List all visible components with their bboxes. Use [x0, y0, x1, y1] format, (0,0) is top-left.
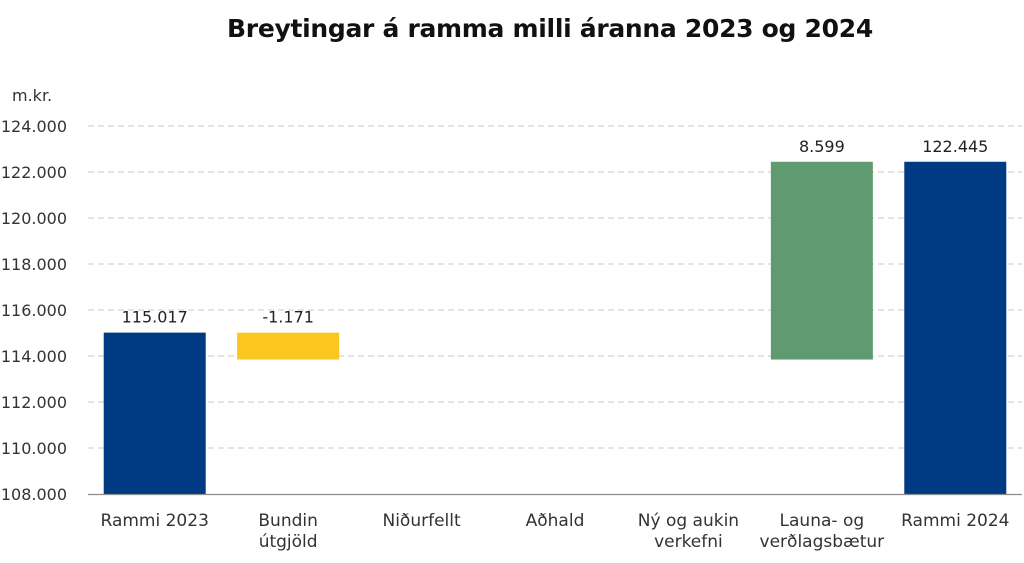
y-tick-label: 122.000	[1, 163, 67, 182]
category-labels: Rammi 2023 Bundin útgjöld Niðurfellt Aðhald N…	[101, 511, 1010, 552]
y-tick-label: 120.000	[1, 209, 67, 228]
y-tick-label: 112.000	[1, 393, 67, 412]
category-label: Ný og aukin verkefni	[638, 511, 739, 552]
y-axis-unit-label: m.kr.	[12, 86, 52, 105]
category-label: Bundin útgjöld	[258, 511, 318, 552]
bars	[103, 161, 1007, 494]
total-bar	[103, 332, 206, 494]
y-tick-label: 118.000	[1, 255, 67, 274]
change-bar	[770, 161, 873, 360]
data-label: 122.445	[922, 137, 988, 156]
category-label: Rammi 2024	[901, 511, 1009, 531]
chart-title: Breytingar á ramma milli áranna 2023 og …	[227, 14, 873, 43]
category-label: Aðhald	[526, 511, 585, 531]
category-label: Rammi 2023	[101, 511, 209, 531]
y-tick-label: 114.000	[1, 347, 67, 366]
y-tick-label: 116.000	[1, 301, 67, 320]
category-label: Launa- og verðlagsbætur	[760, 511, 885, 552]
y-tick-label: 110.000	[1, 439, 67, 458]
gridlines	[88, 125, 1022, 449]
total-bar	[904, 161, 1007, 494]
y-axis-ticks: 108.000 110.000 112.000 114.000 116.000 118.0…	[1, 117, 67, 504]
data-label: 8.599	[799, 137, 845, 156]
y-tick-label: 124.000	[1, 117, 67, 136]
data-label: 115.017	[122, 308, 188, 327]
category-label: Niðurfellt	[382, 511, 460, 531]
change-bar	[237, 332, 340, 360]
data-label: -1.171	[262, 308, 314, 327]
data-labels: 115.017 -1.171 8.599 122.445	[122, 137, 989, 327]
y-tick-label: 108.000	[1, 485, 67, 504]
